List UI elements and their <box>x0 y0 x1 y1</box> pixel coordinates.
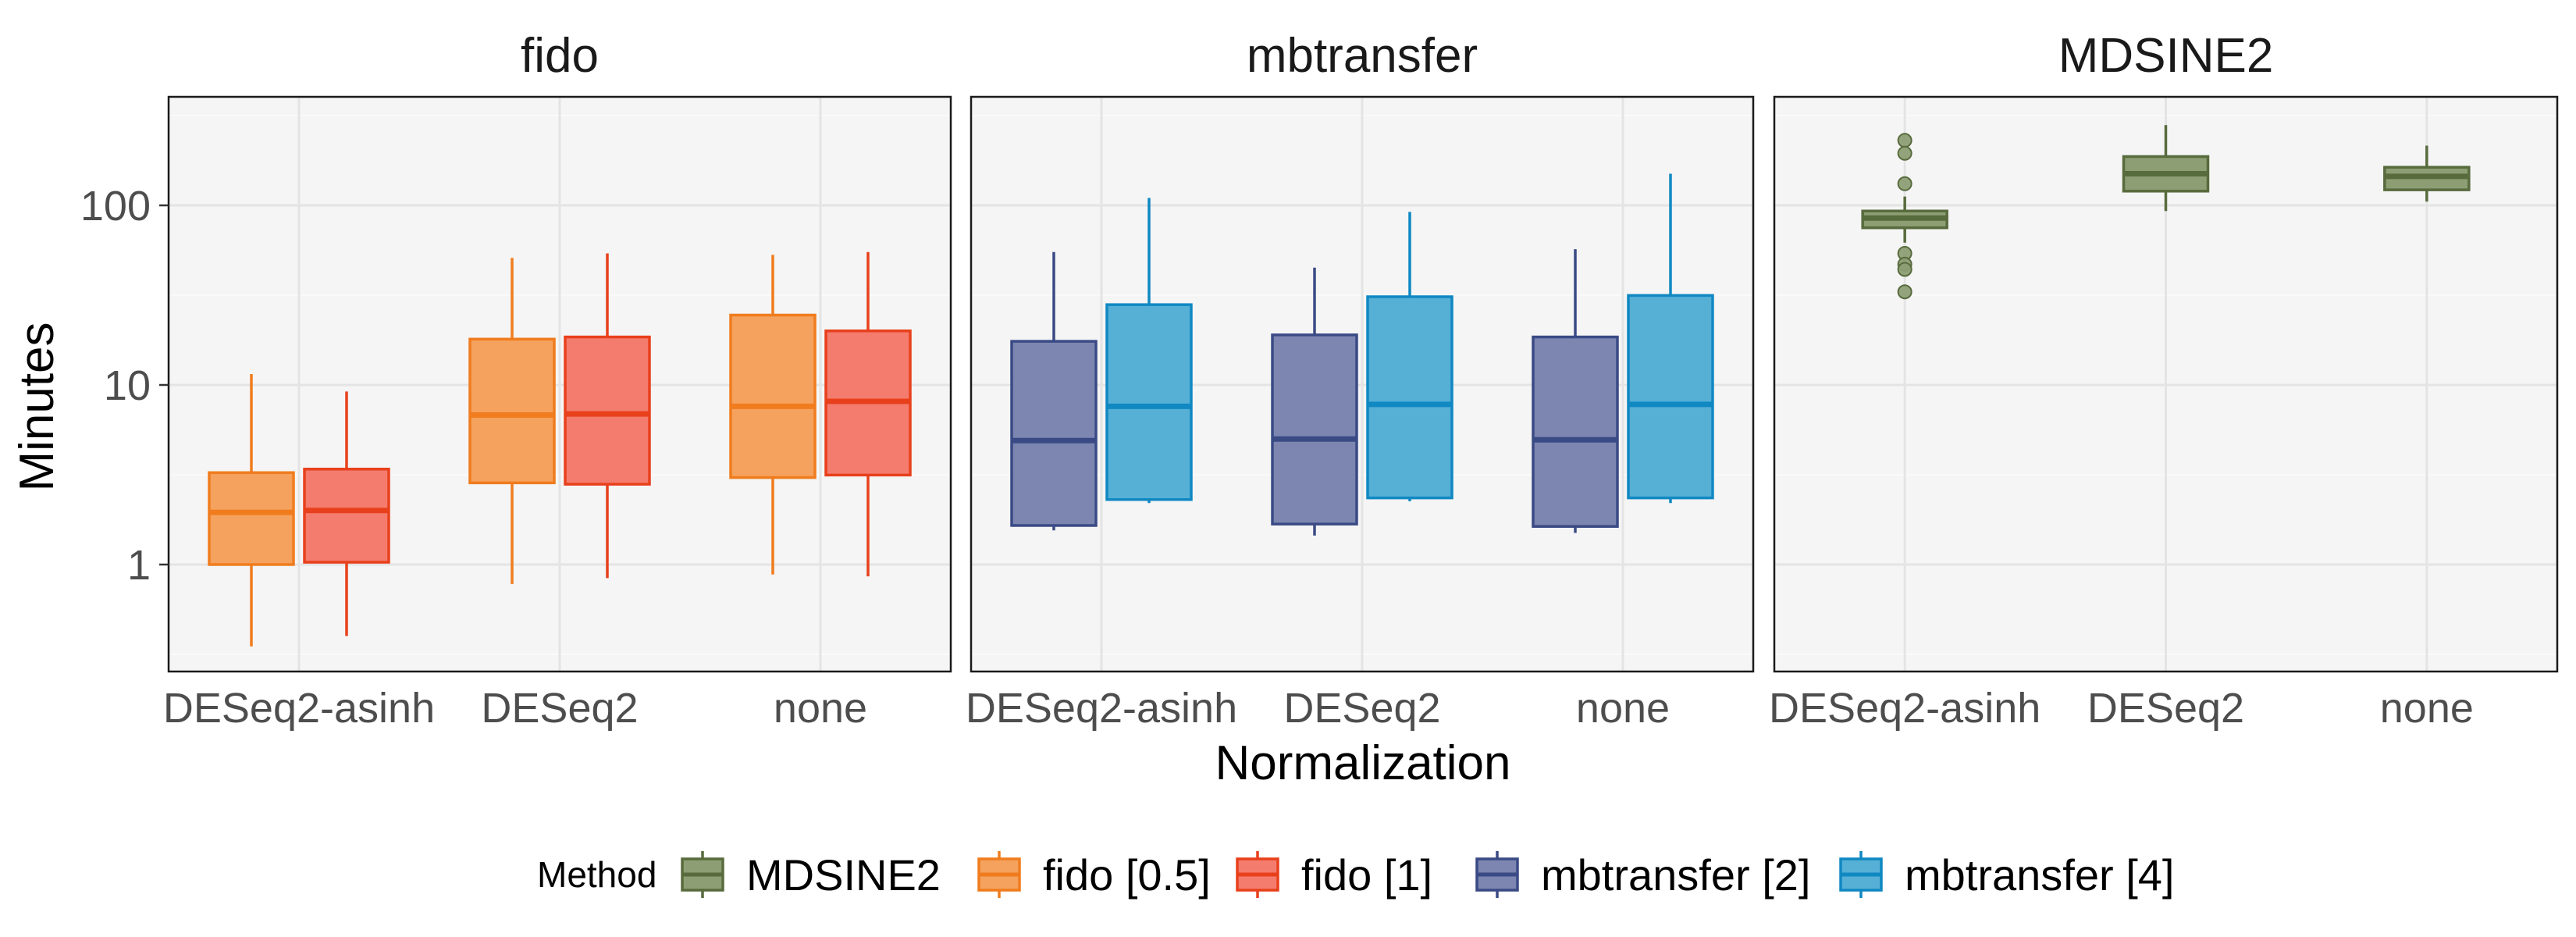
facet-panel-0: fido DESeq2-asinh DESeq2 none <box>163 29 952 732</box>
box-body <box>1105 303 1193 501</box>
legend-label: mbtransfer [2] <box>1541 850 1810 900</box>
facet-title: MDSINE2 <box>2058 29 2274 83</box>
legend-item: mbtransfer [4] <box>1839 850 2174 900</box>
legend-label: MDSINE2 <box>746 850 941 900</box>
x-tick-label: DESeq2-asinh <box>966 685 1237 732</box>
y-tick-label: 1 <box>127 542 151 589</box>
box-mbtransfer-4--deseq2-asinh <box>1105 198 1193 504</box>
box-body <box>564 335 651 486</box>
x-tick-label: DESeq2-asinh <box>163 685 435 732</box>
legend-label: fido [1] <box>1301 850 1432 900</box>
legend-title: Method <box>537 854 656 895</box>
legend-item: fido [1] <box>1236 850 1432 900</box>
box-body <box>1010 340 1098 527</box>
box-fido-1--none <box>824 251 912 577</box>
x-tick-label: DESeq2 <box>1283 685 1440 732</box>
y-axis: 1 10 100 <box>80 183 169 589</box>
legend-item: mbtransfer [2] <box>1475 850 1810 900</box>
y-axis-title: Minutes <box>10 322 64 491</box>
x-axis-title: Normalization <box>1215 736 1510 790</box>
box-mbtransfer-4--none <box>1627 173 1714 504</box>
outlier-point <box>1897 145 1912 161</box>
x-tick-label: none <box>2380 685 2474 732</box>
box-fido-0-5--none <box>729 255 817 575</box>
legend-items: MDSINE2 fido [0.5] fido [1] mbtransfer [2] m… <box>681 850 2174 900</box>
facet-panel-1: mbtransfer DESeq2-asinh DESeq2 none <box>966 29 1755 732</box>
facet-panel-2: MDSINE2 DESeq2-asinh DESeq2 none <box>1769 29 2559 732</box>
box-body <box>468 337 556 485</box>
outlier-point <box>1897 176 1912 191</box>
legend-label: fido [0.5] <box>1043 850 1211 900</box>
outlier-point <box>1897 262 1912 277</box>
legend-item: fido [0.5] <box>977 850 1211 900</box>
outlier-point <box>1897 133 1912 148</box>
box-body <box>208 471 295 566</box>
box-body <box>1366 295 1453 500</box>
legend-item: MDSINE2 <box>681 850 941 900</box>
outlier-point <box>1897 284 1912 300</box>
x-tick-label: DESeq2 <box>2087 685 2244 732</box>
box-body <box>303 468 390 564</box>
x-tick-label: DESeq2-asinh <box>1769 685 2041 732</box>
y-tick-label: 10 <box>104 362 151 409</box>
box-body <box>729 313 817 479</box>
box-mbtransfer-4--deseq2 <box>1366 212 1453 501</box>
panel-border <box>970 95 1755 673</box>
box-fido-1--deseq2 <box>564 253 651 579</box>
box-mbtransfer-2--deseq2 <box>1271 267 1358 536</box>
box-fido-1--deseq2-asinh <box>303 391 390 636</box>
box-body <box>1271 333 1358 526</box>
box-body <box>1627 294 1714 500</box>
box-mdsine2-deseq2 <box>2122 125 2210 212</box>
legend: Method MDSINE2 fido [0.5] fido [1] mbtransf… <box>537 850 2174 900</box>
x-tick-label: none <box>774 685 867 732</box>
x-tick-label: DESeq2 <box>481 685 638 732</box>
box-body <box>1532 335 1619 528</box>
box-mdsine2-deseq2-asinh <box>1861 133 1948 300</box>
box-mbtransfer-2--deseq2-asinh <box>1010 251 1098 531</box>
facets: fido DESeq2-asinh DESeq2 none mbtransfer DESe… <box>163 29 2559 732</box>
x-tick-label: none <box>1576 685 1670 732</box>
box-fido-0-5--deseq2-asinh <box>208 374 295 647</box>
y-tick-label: 100 <box>80 183 151 230</box>
panel-border <box>1773 95 2559 673</box>
facet-title: mbtransfer <box>1247 29 1478 83</box>
facet-title: fido <box>521 29 599 83</box>
box-mdsine2-none <box>2383 145 2471 202</box>
legend-label: mbtransfer [4] <box>1905 850 2174 900</box>
box-fido-0-5--deseq2 <box>468 258 556 584</box>
box-mbtransfer-2--none <box>1532 249 1619 533</box>
